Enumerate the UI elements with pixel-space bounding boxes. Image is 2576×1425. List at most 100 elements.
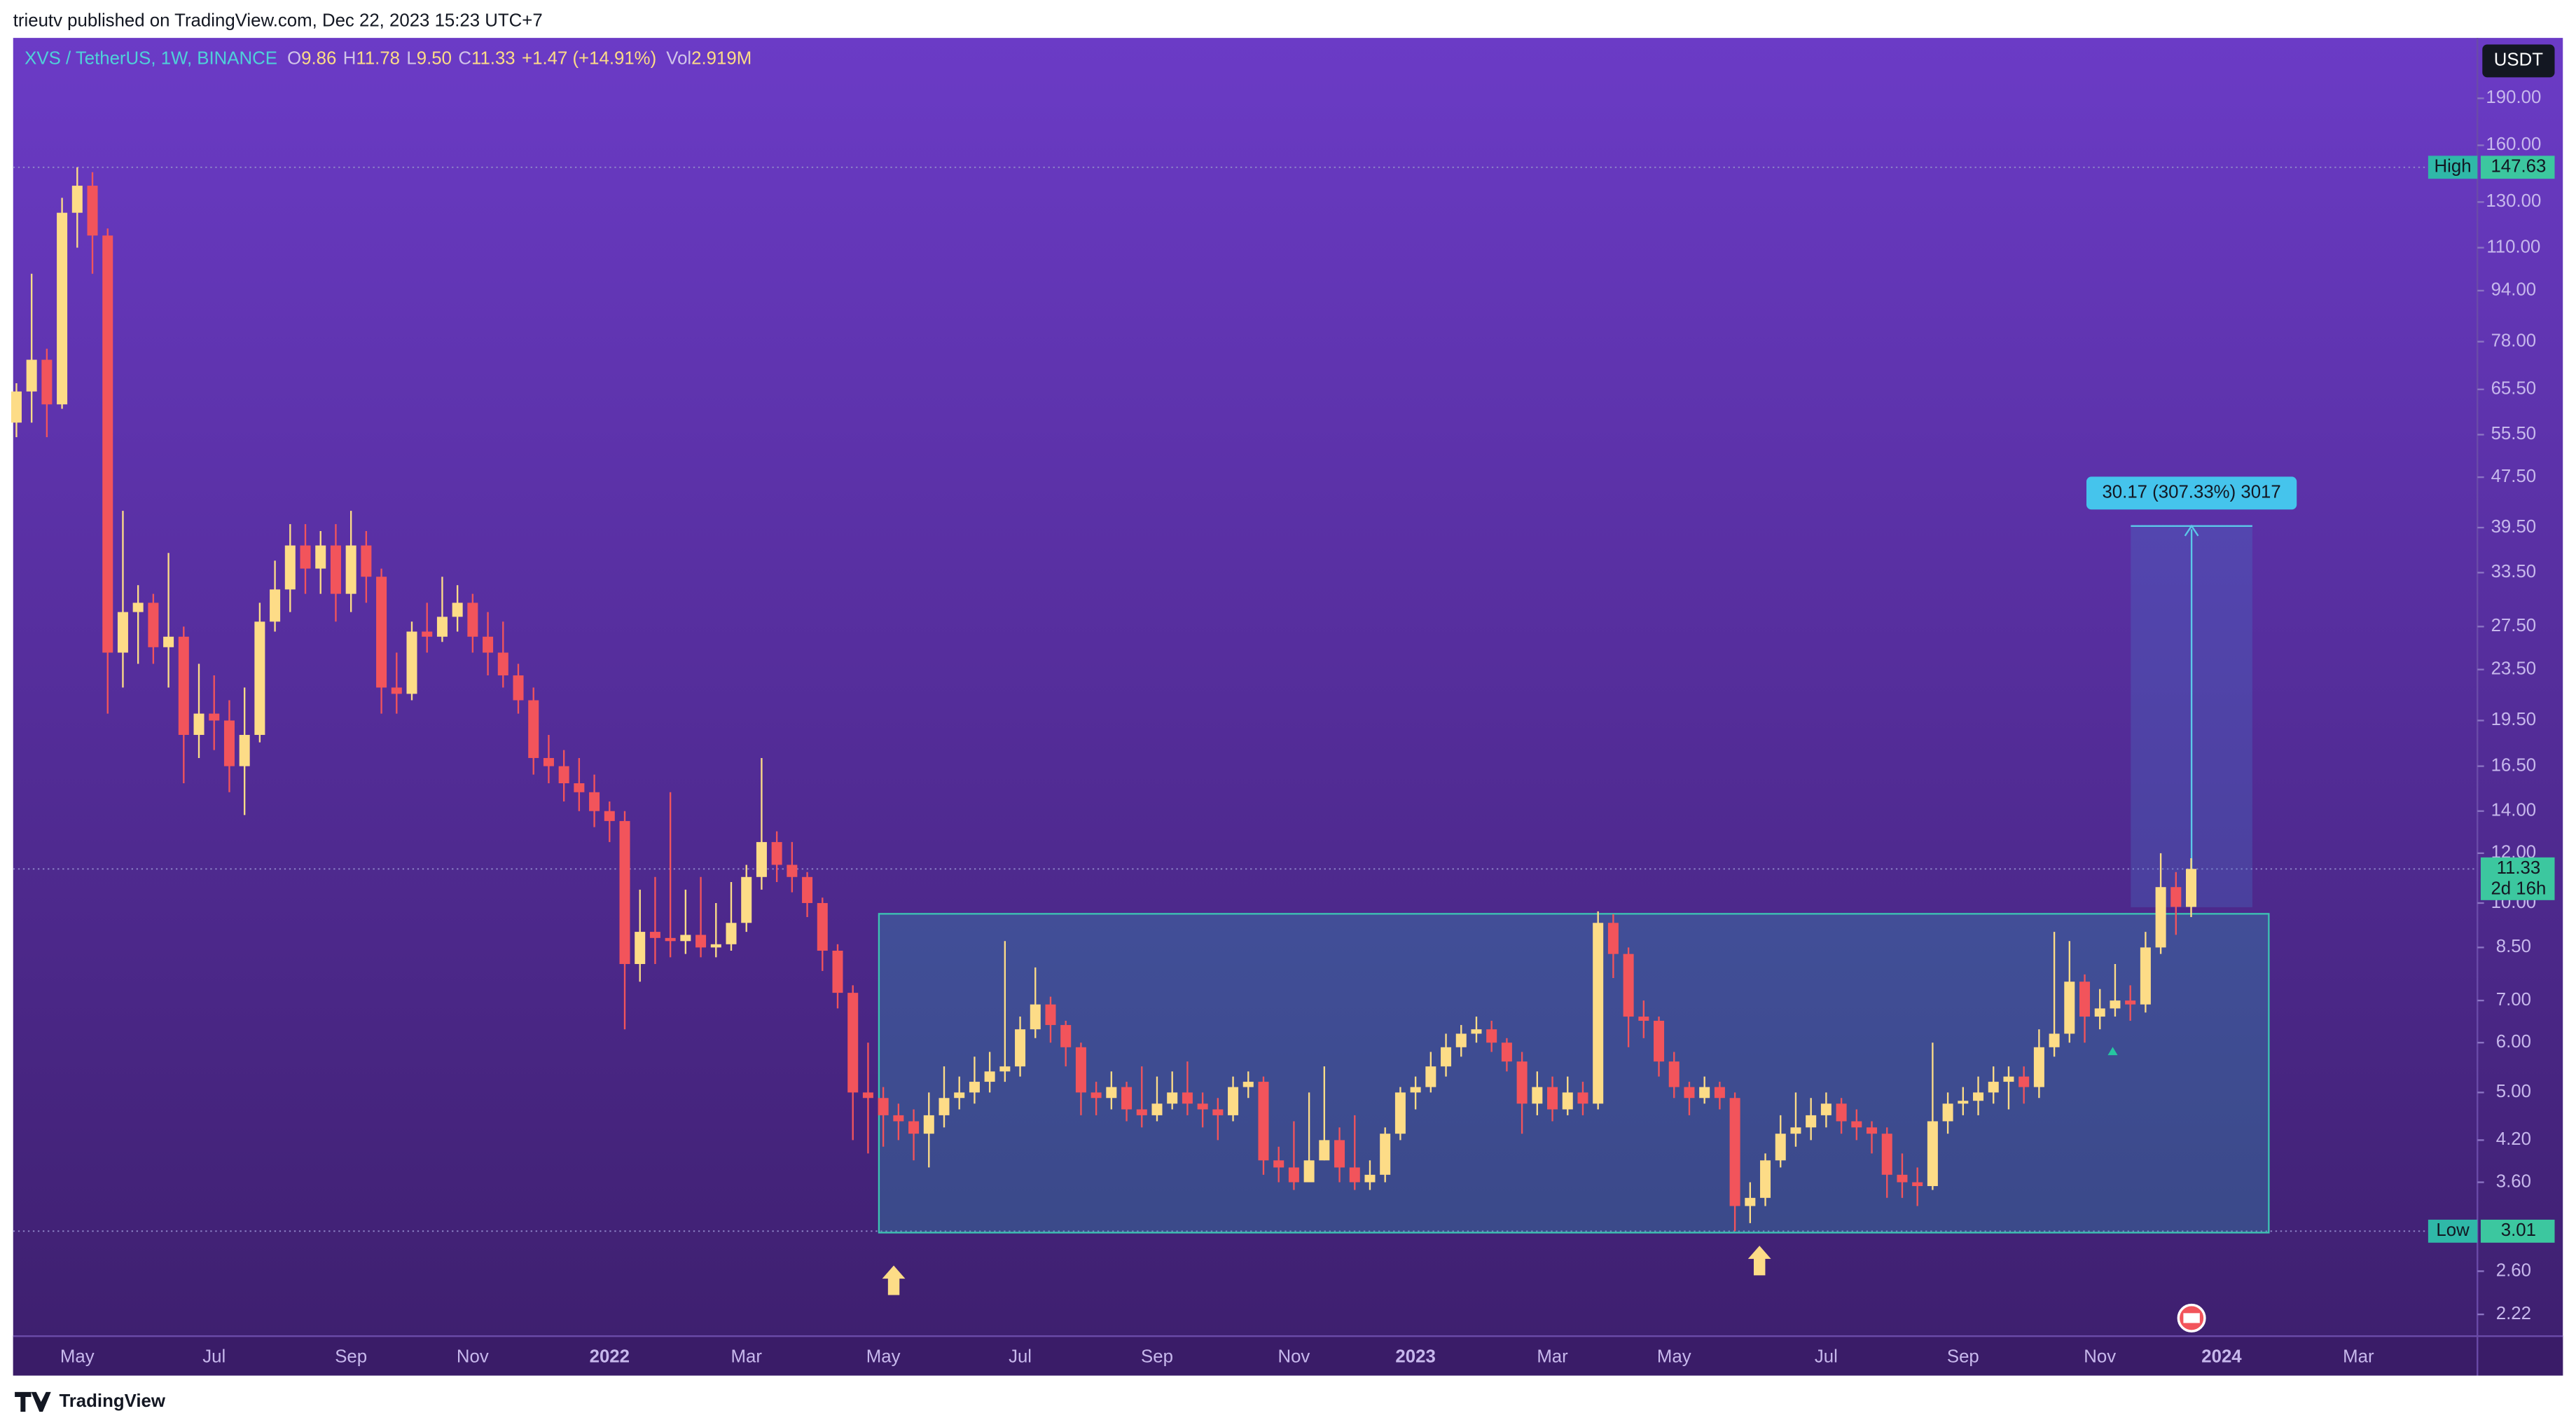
y-tick-label: 5.00: [2496, 1082, 2531, 1101]
candle-body: [1334, 1140, 1345, 1168]
candles: [11, 167, 2197, 1232]
candle-body: [2049, 1033, 2060, 1047]
candle-body: [1228, 1087, 1239, 1115]
y-tick-label: 19.50: [2491, 710, 2537, 729]
candle-body: [1501, 1042, 1512, 1062]
candle-body: [1425, 1066, 1436, 1087]
y-tick-label: 65.50: [2491, 379, 2537, 399]
y-tick-label: 7.00: [2496, 990, 2531, 1010]
y-tick-label: 33.50: [2491, 562, 2537, 581]
candle-body: [954, 1092, 965, 1099]
candle-body: [1380, 1134, 1391, 1175]
candle-body: [1167, 1092, 1178, 1104]
candle-body: [1303, 1160, 1315, 1183]
legend-key: L: [406, 48, 416, 68]
candle-body: [1912, 1182, 1923, 1186]
candle-body: [1668, 1061, 1680, 1087]
candle-body: [1045, 1004, 1056, 1026]
tick-layer: 190.00 160.00 130.00 110.00 94.00 78.00 65.50 5…: [13, 88, 2541, 1366]
candle-body: [1638, 1017, 1649, 1021]
candle-body: [57, 212, 68, 405]
y-tick-label: 8.50: [2496, 937, 2531, 956]
footer-brand: TradingView: [59, 1391, 165, 1411]
candle-body: [132, 603, 144, 612]
candle-body: [908, 1121, 920, 1134]
candle-body: [87, 186, 98, 236]
y-tick-label: 190.00: [2486, 88, 2541, 107]
candle-body: [1897, 1174, 1908, 1183]
x-tick-label: May: [60, 1347, 95, 1366]
candle-body: [345, 545, 356, 594]
candle-body: [148, 603, 159, 647]
candle-body: [1867, 1127, 1878, 1134]
currency-button[interactable]: [2482, 44, 2555, 78]
candle-body: [2033, 1047, 2044, 1087]
candle-body: [1699, 1087, 1710, 1099]
candle-body: [1532, 1087, 1543, 1104]
candle-body: [2110, 1000, 2121, 1009]
tag-value-bg: [2480, 1219, 2555, 1243]
candle-body: [680, 935, 691, 942]
candle-body: [2170, 887, 2182, 907]
candle-body: [619, 820, 630, 965]
candle-body: [558, 766, 569, 784]
candle-body: [1942, 1103, 1953, 1122]
candle-body: [422, 631, 433, 637]
time-axis-bg: [13, 1336, 2563, 1376]
tag-key-bg: [2428, 1219, 2478, 1243]
x-tick-label: 2023: [1395, 1347, 1435, 1366]
y-tick-label: 78.00: [2491, 331, 2537, 350]
x-tick-label: Sep: [335, 1347, 367, 1366]
candle-body: [467, 603, 478, 637]
candle-body: [1273, 1160, 1284, 1168]
signal-marker: [2107, 1047, 2118, 1056]
y-tick-label: 55.50: [2491, 424, 2537, 443]
candle-body: [604, 811, 615, 821]
candle-body: [969, 1082, 980, 1093]
candle-body: [300, 545, 311, 569]
x-tick-label: Mar: [1537, 1347, 1568, 1366]
candle-body: [923, 1115, 934, 1134]
candle-body: [254, 621, 265, 735]
y-tick-label: 160.00: [2486, 135, 2541, 154]
candle-body: [406, 631, 417, 694]
currency-button-label: USDT: [2494, 50, 2543, 70]
x-tick-label: Nov: [457, 1347, 489, 1366]
x-tick-label: Nov: [2084, 1347, 2116, 1366]
measure-label-bg: [2086, 476, 2297, 510]
candle-body: [361, 545, 372, 577]
y-tick-label: 2.60: [2496, 1260, 2531, 1280]
candle-body: [284, 545, 296, 590]
candle-body: [1030, 1004, 1041, 1030]
tag-value: 11.33: [2497, 858, 2541, 878]
candle-body: [1851, 1121, 1862, 1128]
candle-body: [2003, 1076, 2014, 1082]
chart-bg: [13, 38, 2563, 1376]
x-tick-label: Jul: [202, 1347, 226, 1366]
candle-body: [483, 636, 494, 653]
candle-body: [939, 1098, 950, 1115]
candle-body: [1547, 1087, 1558, 1110]
footer-logo: [15, 1391, 51, 1412]
candle-body: [1394, 1092, 1406, 1134]
tag-value: 3.01: [2501, 1220, 2536, 1240]
candle-body: [756, 841, 767, 877]
candle-body: [984, 1071, 995, 1082]
countdown: 2d 16h: [2491, 879, 2546, 898]
y-tick-label: 2.22: [2496, 1304, 2531, 1323]
publish-header: trieutv published on TradingView.com, De…: [13, 11, 543, 30]
candle-body: [1654, 1021, 1665, 1062]
candle-body: [1212, 1109, 1224, 1115]
x-tick-label: Sep: [1141, 1347, 1173, 1366]
candle-body: [1151, 1103, 1163, 1115]
legend-key: O: [287, 48, 301, 68]
candle-body: [1836, 1103, 1847, 1122]
candle-body: [665, 937, 676, 942]
legend-key: C: [458, 48, 471, 68]
legend: XVS / TetherUS, 1W, BINANCE O9.86 H11.78 L9…: [25, 48, 752, 68]
candle-body: [741, 876, 752, 923]
candle-body: [1121, 1087, 1133, 1110]
candle-body: [1684, 1087, 1695, 1099]
